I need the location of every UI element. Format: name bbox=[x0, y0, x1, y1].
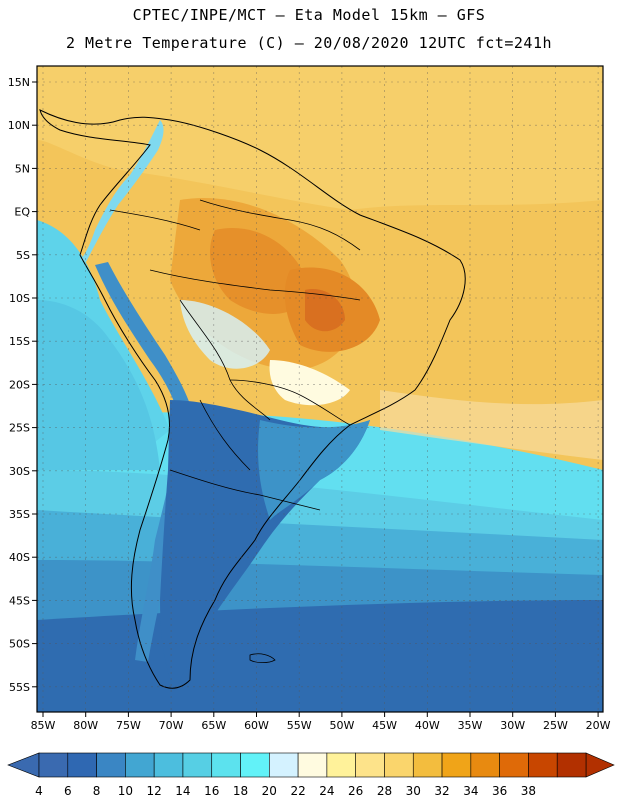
lat-label: 55S bbox=[9, 681, 30, 694]
temperature-legend: 4 6 8 10 12 14 16 18 20 22 24 26 28 30 32 34 36 38 bbox=[7, 752, 615, 798]
lat-label: 45S bbox=[9, 594, 30, 607]
lat-label: 20S bbox=[9, 378, 30, 391]
legend-swatch bbox=[125, 752, 155, 778]
legend-swatch bbox=[499, 752, 529, 778]
lat-label: 5S bbox=[16, 249, 30, 262]
lon-label: 85W bbox=[31, 719, 56, 732]
legend-swatch bbox=[269, 752, 299, 778]
map-title-line-1: CPTEC/INPE/MCT – Eta Model 15km – GFS bbox=[132, 6, 486, 24]
legend-swatch bbox=[441, 752, 472, 778]
lon-label: 75W bbox=[116, 719, 141, 732]
lon-label: 35W bbox=[458, 719, 483, 732]
lat-label: 10N bbox=[8, 119, 30, 132]
legend-value: 26 bbox=[348, 784, 363, 798]
legend-swatch bbox=[556, 752, 587, 778]
legend-value: 20 bbox=[262, 784, 277, 798]
legend-high-arrow bbox=[585, 752, 615, 778]
legend-value: 12 bbox=[147, 784, 162, 798]
legend-value: 16 bbox=[204, 784, 219, 798]
legend-value: 32 bbox=[434, 784, 449, 798]
lat-label: 35S bbox=[9, 508, 30, 521]
lon-label: 30W bbox=[500, 719, 525, 732]
legend-low-arrow bbox=[7, 752, 40, 778]
lon-label: 45W bbox=[372, 719, 397, 732]
lat-label: 15N bbox=[8, 76, 30, 89]
legend-value: 6 bbox=[64, 784, 72, 798]
lat-label: 30S bbox=[9, 465, 30, 478]
legend-value: 18 bbox=[233, 784, 248, 798]
legend-value: 14 bbox=[175, 784, 190, 798]
legend-value: 28 bbox=[377, 784, 392, 798]
legend-value: 8 bbox=[93, 784, 101, 798]
legend-swatch bbox=[38, 752, 69, 778]
legend-swatch bbox=[412, 752, 443, 778]
legend-swatch bbox=[470, 752, 500, 778]
lon-label: 70W bbox=[159, 719, 184, 732]
lon-label: 25W bbox=[543, 719, 568, 732]
lat-label: 50S bbox=[9, 638, 30, 651]
lon-label: 55W bbox=[287, 719, 312, 732]
legend-swatch bbox=[182, 752, 213, 778]
lat-label: 40S bbox=[9, 551, 30, 564]
legend-swatch bbox=[326, 752, 356, 778]
legend-swatch bbox=[67, 752, 97, 778]
lat-label: 25S bbox=[9, 422, 30, 435]
legend-value: 22 bbox=[290, 784, 305, 798]
lat-label: 5N bbox=[15, 162, 30, 175]
lon-label: 60W bbox=[244, 719, 269, 732]
legend-swatch bbox=[96, 752, 126, 778]
lon-label: 65W bbox=[201, 719, 226, 732]
lon-label: 50W bbox=[329, 719, 354, 732]
legend-value: 10 bbox=[118, 784, 133, 798]
legend-swatch bbox=[528, 752, 558, 778]
legend-swatch bbox=[384, 752, 414, 778]
legend-swatch bbox=[240, 752, 270, 778]
legend-value: 36 bbox=[492, 784, 507, 798]
lat-label: EQ bbox=[14, 206, 30, 219]
legend-value: 38 bbox=[521, 784, 536, 798]
lat-label: 15S bbox=[9, 335, 30, 348]
legend-swatch bbox=[355, 752, 385, 778]
legend-swatch bbox=[297, 752, 328, 778]
map-title-line-2: 2 Metre Temperature (C) – 20/08/2020 12U… bbox=[65, 34, 553, 52]
lon-label: 80W bbox=[73, 719, 98, 732]
lat-label: 10S bbox=[9, 292, 30, 305]
legend-swatch bbox=[211, 752, 241, 778]
lon-label: 20W bbox=[586, 719, 611, 732]
lon-label: 40W bbox=[415, 719, 440, 732]
legend-value: 24 bbox=[319, 784, 334, 798]
legend-value: 30 bbox=[406, 784, 421, 798]
legend-swatch bbox=[153, 752, 184, 778]
legend-value: 4 bbox=[35, 784, 43, 798]
legend-value: 34 bbox=[463, 784, 478, 798]
